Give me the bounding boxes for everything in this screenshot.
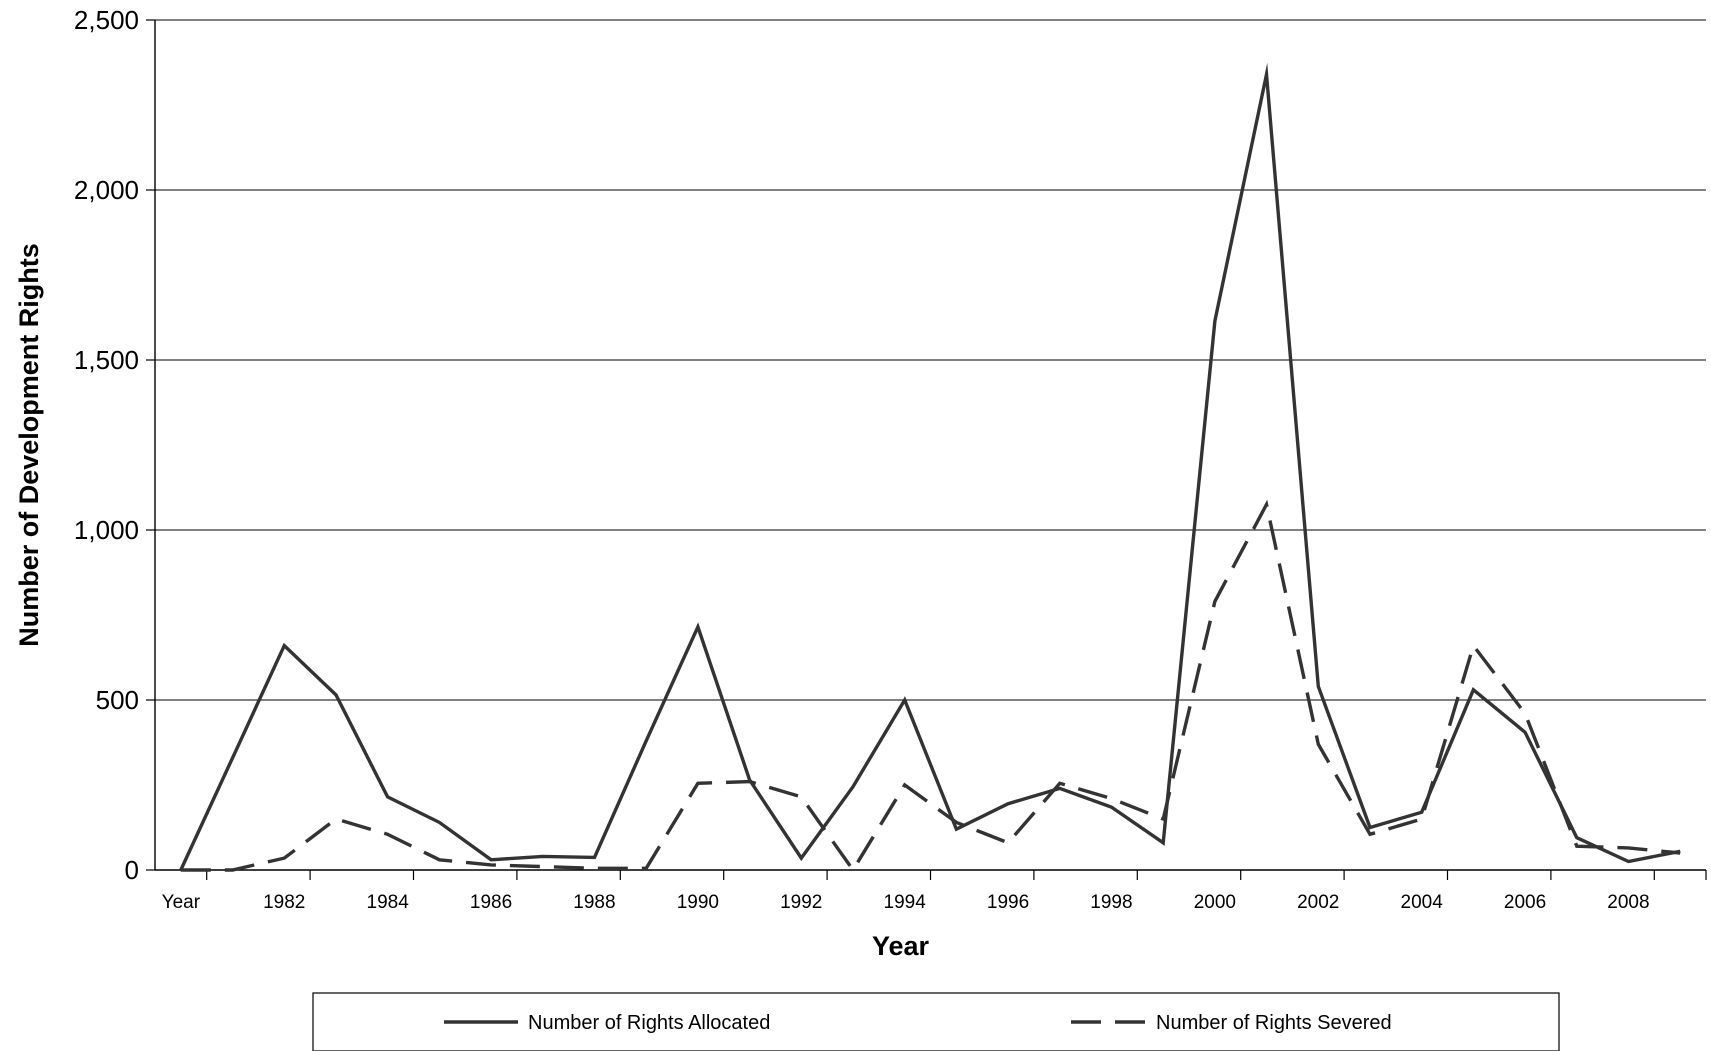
- x-tick-label: 2004: [1401, 892, 1444, 913]
- legend: Number of Rights Allocated Number of Rig…: [312, 992, 1560, 1051]
- x-tick-label: 1984: [367, 892, 410, 913]
- axes: [146, 19, 1707, 880]
- y-axis-title: Number of Development Rights: [14, 243, 44, 647]
- y-tick-label: 2,500: [74, 5, 139, 35]
- y-tick-label: 2,000: [74, 175, 139, 205]
- x-tick-label: 1990: [677, 892, 719, 913]
- x-tick-label: 2008: [1607, 892, 1649, 913]
- y-tick-label: 0: [125, 855, 139, 885]
- gridlines: [155, 19, 1706, 701]
- x-tick-label: 1992: [780, 892, 822, 913]
- x-tick-label: 1994: [884, 892, 927, 913]
- x-tick-label: 1998: [1090, 892, 1132, 913]
- x-tick-label: 2006: [1504, 892, 1546, 913]
- legend-label-allocated: Number of Rights Allocated: [528, 1012, 770, 1034]
- x-tick-label: 2000: [1194, 892, 1236, 913]
- tick-labels: 0 500 1,000 1,500 2,000 2,500 Year 1982 1984 1986…: [74, 5, 1650, 913]
- x-tick-label: 1988: [573, 892, 615, 913]
- legend-box: [312, 992, 1560, 1051]
- series-lines: [179, 62, 1681, 874]
- y-tick-label: 1,500: [74, 345, 139, 375]
- y-tick-label: 500: [96, 685, 139, 715]
- x-tick-label: Year: [162, 892, 201, 913]
- legend-label-severed: Number of Rights Severed: [1156, 1012, 1392, 1034]
- x-tick-label: 1996: [987, 892, 1029, 913]
- series-line-allocated: [179, 62, 1681, 871]
- x-axis-title: Year: [872, 931, 930, 961]
- x-tick-label: 1982: [263, 892, 305, 913]
- series-line-severed: [180, 499, 1681, 874]
- x-tick-label: 2002: [1297, 892, 1339, 913]
- y-tick-label: 1,000: [74, 515, 139, 545]
- x-tick-label: 1986: [470, 892, 512, 913]
